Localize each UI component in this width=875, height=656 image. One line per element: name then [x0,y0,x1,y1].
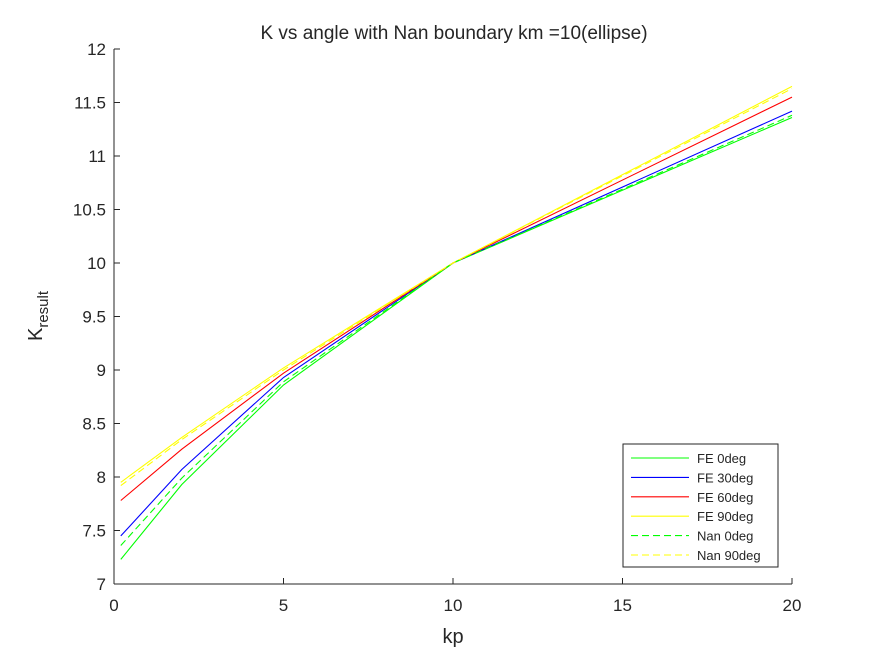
legend-items: FE 0deg FE 30deg FE 60deg FE 90deg Nan 0deg N… [631,451,761,563]
series-line-fe-90deg [120,85,793,483]
y-tick-label: 10.5 [73,201,106,220]
y-tick-label: 9.5 [82,308,106,327]
chart-title: K vs angle with Nan boundary km =10(elli… [260,23,647,44]
y-tick-label: 8.5 [82,415,106,434]
y-tick-label: 10 [87,254,106,273]
legend-box [622,443,779,568]
y-tick-label: 7 [97,575,106,594]
x-axis-label: kp [442,626,463,648]
y-axis-label-sub: result [35,290,52,328]
y-tick-label: 11.5 [74,94,106,113]
legend-label: FE 30deg [697,470,753,485]
y-axis-label-main: K [25,327,47,341]
y-tick-label: 9 [97,361,106,380]
legend-label: FE 0deg [697,451,746,466]
plot-lines [120,85,793,560]
y-tick-label: 11 [88,147,106,166]
x-tick-label: 20 [783,596,802,615]
legend-label: FE 60deg [697,490,753,505]
legend: FE 0deg FE 30deg FE 60deg FE 90deg Nan 0deg N… [622,443,779,568]
series-line-nan-0deg [120,114,793,546]
x-tick-label: 15 [613,596,632,615]
legend-label: Nan 90deg [697,548,761,563]
x-tick-label: 5 [279,596,288,615]
x-tick-label: 0 [109,596,118,615]
y-axis-label: Kresult [25,290,52,341]
series-line-fe-30deg [120,110,793,537]
legend-label: Nan 0deg [697,529,753,544]
y-tick-label: 7.5 [82,522,106,541]
series-line-fe-0deg [120,116,793,560]
series-line-fe-60deg [120,96,793,501]
y-tick-label: 12 [87,40,106,59]
x-tick-label: 10 [444,596,463,615]
y-ticks: 7 7.5 8 8.5 9 9.5 10 10.5 11 11.5 12 [73,40,120,594]
series-line-nan-90deg [120,88,793,487]
legend-label: FE 90deg [697,509,753,524]
y-tick-label: 8 [97,468,106,487]
x-ticks: 0 5 10 15 20 [109,578,801,615]
